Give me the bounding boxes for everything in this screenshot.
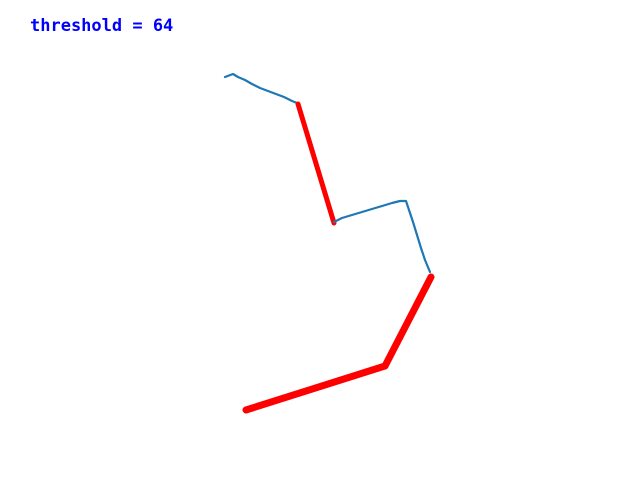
path-group [223,72,435,414]
thin-segment-3 [332,199,432,274]
thin-segment-1 [223,72,299,105]
thick-segment-5 [242,362,389,414]
threshold-label: threshold = 64 [30,16,173,36]
thick-segment-2 [295,101,337,226]
thick-segment-4 [381,273,435,370]
